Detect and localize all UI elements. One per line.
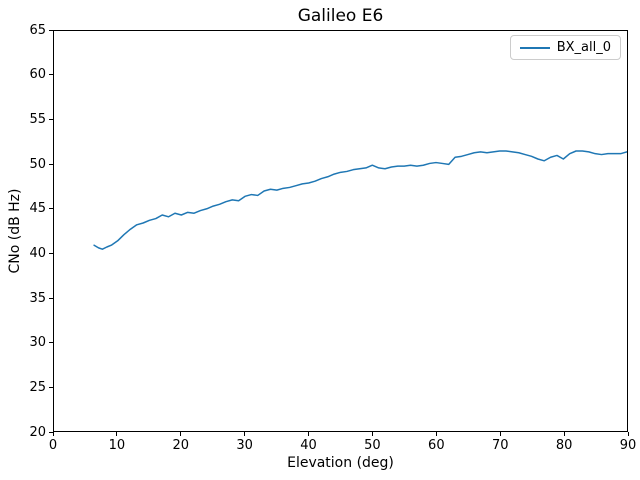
x-tick-label: 10 bbox=[108, 438, 126, 453]
x-tick-label: 0 bbox=[48, 438, 58, 453]
x-tick-mark bbox=[563, 432, 565, 436]
x-tick-label: 70 bbox=[491, 438, 509, 453]
y-tick-label: 50 bbox=[29, 156, 46, 172]
line-chart-canvas bbox=[93, 150, 627, 250]
x-tick-label: 50 bbox=[364, 438, 381, 453]
y-tick-mark bbox=[49, 342, 53, 344]
y-tick-mark bbox=[49, 252, 53, 254]
x-tick-mark bbox=[371, 432, 373, 436]
y-tick-label: 45 bbox=[29, 201, 46, 217]
x-tick-label: 90 bbox=[619, 438, 637, 453]
x-tick-mark bbox=[308, 432, 310, 436]
x-tick-label: 60 bbox=[428, 438, 445, 453]
legend-line-sample-icon bbox=[519, 46, 550, 49]
y-tick-label: 20 bbox=[29, 424, 46, 440]
y-tick-label: 30 bbox=[29, 335, 46, 351]
x-tick-mark bbox=[116, 432, 118, 436]
y-tick-label: 65 bbox=[29, 22, 46, 38]
y-tick-label: 55 bbox=[29, 111, 46, 127]
x-tick-label: 40 bbox=[300, 438, 317, 453]
y-tick-label: 40 bbox=[29, 245, 46, 261]
y-tick-label: 60 bbox=[29, 67, 46, 83]
legend-label: BX_all_0 bbox=[556, 40, 611, 55]
series-line bbox=[93, 150, 627, 250]
y-tick-mark bbox=[49, 118, 53, 120]
x-tick-mark bbox=[627, 432, 629, 436]
x-tick-mark bbox=[244, 432, 246, 436]
x-tick-mark bbox=[435, 432, 437, 436]
y-tick-mark bbox=[49, 386, 53, 388]
x-tick-label: 20 bbox=[172, 438, 190, 453]
x-tick-label: 80 bbox=[555, 438, 573, 453]
plot-area: BX_all_0 bbox=[53, 30, 628, 432]
y-tick-mark bbox=[49, 74, 53, 76]
y-tick-mark bbox=[49, 297, 53, 299]
y-tick-mark bbox=[49, 29, 53, 31]
y-tick-mark bbox=[49, 431, 53, 433]
x-tick-label: 30 bbox=[236, 438, 253, 453]
chart-title: Galileo E6 bbox=[297, 6, 384, 26]
y-tick-label: 35 bbox=[29, 290, 46, 306]
legend: BX_all_0 bbox=[509, 35, 621, 60]
y-axis-label: CNo (dB Hz) bbox=[7, 188, 23, 274]
x-tick-mark bbox=[52, 432, 54, 436]
x-axis-label: Elevation (deg) bbox=[287, 455, 394, 471]
x-tick-mark bbox=[499, 432, 501, 436]
y-tick-mark bbox=[49, 208, 53, 210]
x-tick-mark bbox=[180, 432, 182, 436]
y-tick-mark bbox=[49, 163, 53, 165]
y-tick-label: 25 bbox=[29, 379, 46, 395]
